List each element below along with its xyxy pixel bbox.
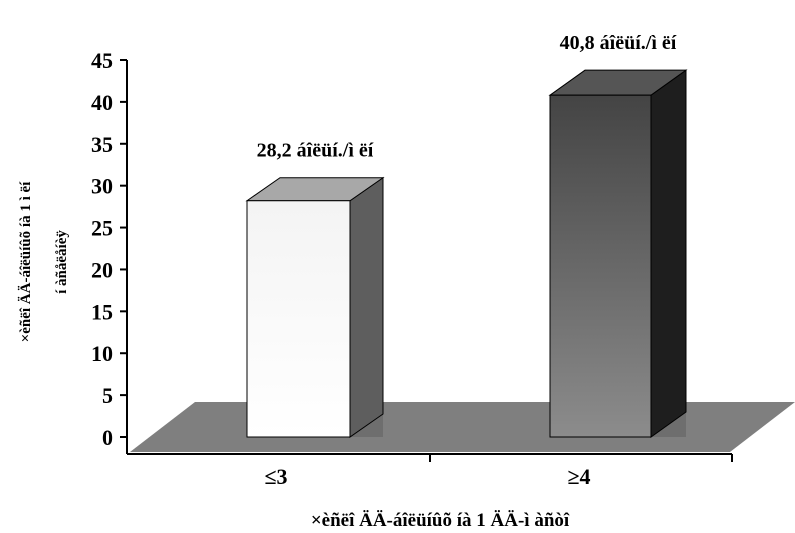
x-axis-label: ×èñëî ÄÄ-áîëüíûõ íà 1 ÄÄ-ì àñòî	[311, 510, 570, 531]
y-axis-label-line-1: ×èñëî ÄÄ-áîëüíûõ íà 1 ì ëí	[18, 181, 34, 342]
y-tick-label: 25	[91, 216, 113, 241]
y-tick-label: 5	[102, 383, 113, 408]
data-label: 40,8 áîëüí./ì ëí	[560, 32, 677, 54]
y-axis-label: ×èñëî ÄÄ-áîëüíûõ íà 1 ì ëí í àñåëåíèÿ	[18, 181, 70, 342]
bar-side-face	[349, 176, 384, 438]
category-label: ≤3	[264, 464, 287, 489]
y-tick-label: 10	[91, 341, 113, 366]
data-label: 28,2 áîëüí./ì ëí	[257, 140, 374, 162]
y-tick-label: 15	[91, 299, 113, 324]
y-tick-label: 35	[91, 132, 113, 157]
y-tick-label: 40	[91, 90, 113, 115]
bar	[246, 200, 351, 438]
y-tick-label: 20	[91, 257, 113, 282]
bar-side-face	[650, 69, 687, 438]
y-axis-label-line-2: í àñåëåíèÿ	[54, 230, 70, 294]
y-tick-label: 0	[102, 425, 113, 450]
y-tick-label: 30	[91, 174, 113, 199]
category-label: ≥4	[567, 464, 590, 489]
bars	[245, 69, 688, 438]
y-tick-label: 45	[91, 48, 113, 73]
floor	[130, 402, 795, 452]
bar	[549, 94, 652, 438]
y-ticks: 0 5 10 15 20 25 30 35 40 45	[91, 48, 127, 450]
